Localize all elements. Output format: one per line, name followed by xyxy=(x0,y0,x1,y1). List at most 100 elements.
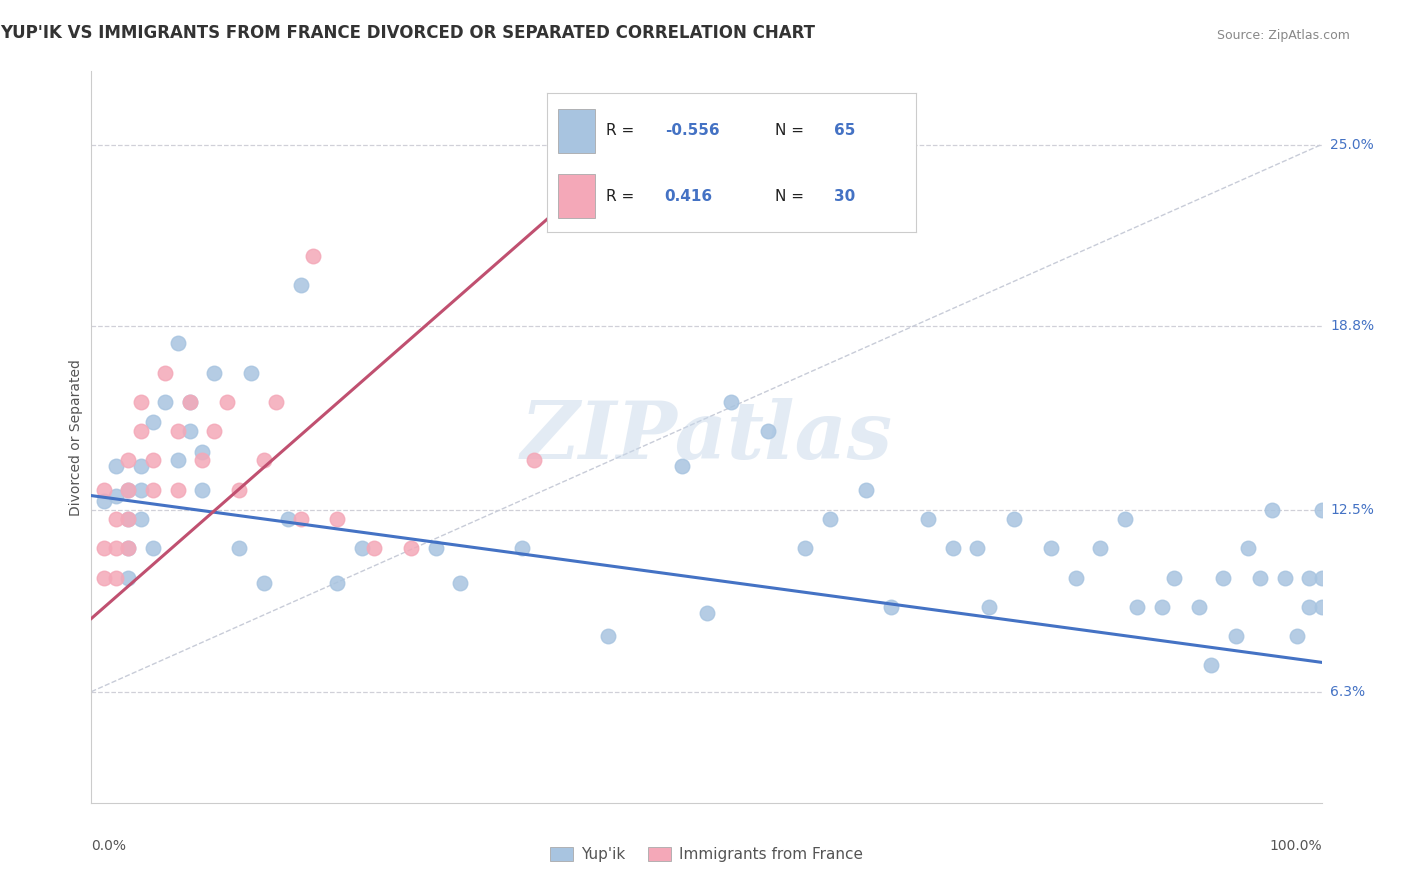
Point xyxy=(1212,570,1234,584)
Text: YUP'IK VS IMMIGRANTS FROM FRANCE DIVORCED OR SEPARATED CORRELATION CHART: YUP'IK VS IMMIGRANTS FROM FRANCE DIVORCE… xyxy=(0,24,815,42)
Point xyxy=(917,512,939,526)
Point xyxy=(695,606,717,620)
Point xyxy=(228,541,250,556)
Point xyxy=(1298,599,1320,614)
Point xyxy=(1310,503,1333,517)
Point xyxy=(228,483,250,497)
Point xyxy=(93,483,115,497)
Point xyxy=(264,395,287,409)
Point xyxy=(326,512,349,526)
Point xyxy=(855,483,877,497)
Text: 0.0%: 0.0% xyxy=(91,839,127,854)
Point xyxy=(1310,599,1333,614)
Point xyxy=(1039,541,1063,556)
Point xyxy=(129,459,152,474)
Point xyxy=(1249,570,1271,584)
Point xyxy=(979,599,1001,614)
Point xyxy=(93,541,115,556)
Point xyxy=(1002,512,1025,526)
Point xyxy=(129,483,152,497)
Point xyxy=(363,541,385,556)
Legend: Yup'ik, Immigrants from France: Yup'ik, Immigrants from France xyxy=(544,841,869,868)
Point xyxy=(277,512,299,526)
Point xyxy=(215,395,238,409)
Point xyxy=(326,576,349,591)
Point xyxy=(166,336,188,351)
Point xyxy=(129,395,152,409)
Point xyxy=(117,453,139,467)
Point xyxy=(290,512,312,526)
Point xyxy=(290,277,312,292)
Point xyxy=(966,541,988,556)
Text: ZIPatlas: ZIPatlas xyxy=(520,399,893,475)
Point xyxy=(202,424,225,438)
Point xyxy=(105,541,127,556)
Point xyxy=(166,483,188,497)
Text: 100.0%: 100.0% xyxy=(1270,839,1322,854)
Point xyxy=(1088,541,1111,556)
Point xyxy=(1126,599,1149,614)
Point xyxy=(1298,570,1320,584)
Point xyxy=(166,453,188,467)
Text: 25.0%: 25.0% xyxy=(1330,137,1374,152)
Point xyxy=(129,512,152,526)
Point xyxy=(1274,570,1296,584)
Point xyxy=(1310,570,1333,584)
Point xyxy=(1187,599,1209,614)
Point xyxy=(179,395,201,409)
Point xyxy=(253,453,276,467)
Text: 6.3%: 6.3% xyxy=(1330,685,1365,698)
Point xyxy=(191,444,214,458)
Point xyxy=(117,483,139,497)
Point xyxy=(240,366,263,380)
Point xyxy=(596,629,619,643)
Point xyxy=(547,144,569,158)
Point xyxy=(880,599,903,614)
Point xyxy=(191,483,214,497)
Point xyxy=(1261,503,1284,517)
Point xyxy=(523,453,546,467)
Point xyxy=(941,541,963,556)
Point xyxy=(1114,512,1136,526)
Point xyxy=(179,424,201,438)
Point xyxy=(671,459,693,474)
Point xyxy=(1064,570,1087,584)
Point xyxy=(105,459,127,474)
Point xyxy=(818,512,841,526)
Point xyxy=(1150,599,1173,614)
Point xyxy=(793,541,815,556)
Point xyxy=(142,453,165,467)
Text: 18.8%: 18.8% xyxy=(1330,319,1374,333)
Point xyxy=(93,570,115,584)
Point xyxy=(202,366,225,380)
Point xyxy=(117,512,139,526)
Text: Source: ZipAtlas.com: Source: ZipAtlas.com xyxy=(1216,29,1350,42)
Point xyxy=(1285,629,1308,643)
Point xyxy=(153,366,177,380)
Point xyxy=(720,395,742,409)
Point xyxy=(301,249,323,263)
Text: 12.5%: 12.5% xyxy=(1330,503,1374,517)
Point xyxy=(142,416,165,430)
Point xyxy=(142,541,165,556)
Point xyxy=(1237,541,1260,556)
Point xyxy=(1225,629,1247,643)
Point xyxy=(449,576,471,591)
Point xyxy=(253,576,276,591)
Point xyxy=(153,395,177,409)
Point xyxy=(105,489,127,503)
Point xyxy=(399,541,422,556)
Y-axis label: Divorced or Separated: Divorced or Separated xyxy=(69,359,83,516)
Point xyxy=(117,541,139,556)
Point xyxy=(1199,658,1222,673)
Point xyxy=(93,494,115,508)
Point xyxy=(756,424,779,438)
Point xyxy=(117,541,139,556)
Point xyxy=(117,570,139,584)
Point xyxy=(105,570,127,584)
Point xyxy=(179,395,201,409)
Point xyxy=(191,453,214,467)
Point xyxy=(105,512,127,526)
Point xyxy=(166,424,188,438)
Point xyxy=(510,541,533,556)
